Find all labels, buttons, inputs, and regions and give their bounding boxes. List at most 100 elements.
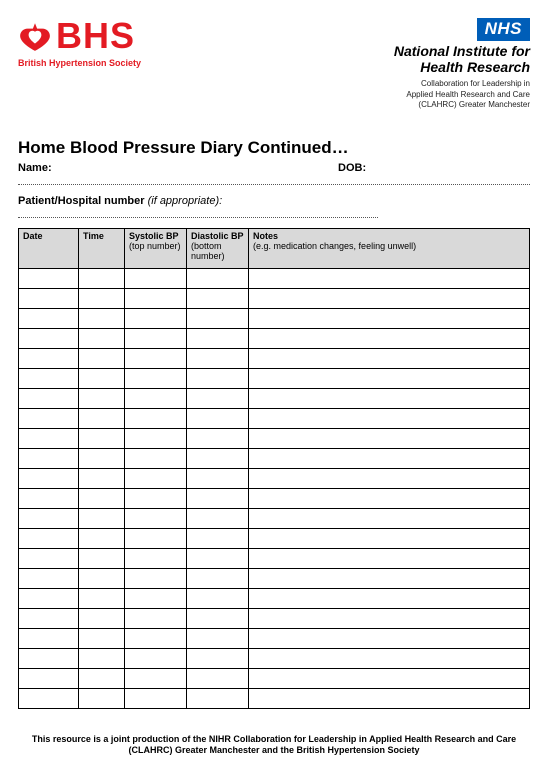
table-cell[interactable] <box>125 349 187 369</box>
table-cell[interactable] <box>187 449 249 469</box>
table-cell[interactable] <box>125 529 187 549</box>
table-cell[interactable] <box>79 609 125 629</box>
table-cell[interactable] <box>187 469 249 489</box>
table-cell[interactable] <box>19 589 79 609</box>
table-cell[interactable] <box>125 629 187 649</box>
table-cell[interactable] <box>79 389 125 409</box>
table-cell[interactable] <box>249 389 530 409</box>
table-cell[interactable] <box>187 289 249 309</box>
table-cell[interactable] <box>79 549 125 569</box>
table-cell[interactable] <box>79 349 125 369</box>
table-cell[interactable] <box>125 489 187 509</box>
table-cell[interactable] <box>79 489 125 509</box>
table-cell[interactable] <box>125 669 187 689</box>
table-cell[interactable] <box>249 269 530 289</box>
table-cell[interactable] <box>125 649 187 669</box>
table-cell[interactable] <box>19 329 79 349</box>
table-cell[interactable] <box>249 469 530 489</box>
table-cell[interactable] <box>187 589 249 609</box>
table-cell[interactable] <box>79 469 125 489</box>
table-cell[interactable] <box>249 409 530 429</box>
table-cell[interactable] <box>249 649 530 669</box>
table-cell[interactable] <box>249 429 530 449</box>
table-cell[interactable] <box>125 589 187 609</box>
table-cell[interactable] <box>19 609 79 629</box>
table-cell[interactable] <box>249 529 530 549</box>
table-cell[interactable] <box>125 369 187 389</box>
table-cell[interactable] <box>79 329 125 349</box>
table-cell[interactable] <box>187 609 249 629</box>
table-cell[interactable] <box>79 509 125 529</box>
table-cell[interactable] <box>19 509 79 529</box>
table-cell[interactable] <box>125 289 187 309</box>
table-cell[interactable] <box>249 369 530 389</box>
table-cell[interactable] <box>125 469 187 489</box>
table-cell[interactable] <box>19 309 79 329</box>
table-cell[interactable] <box>125 329 187 349</box>
table-cell[interactable] <box>249 329 530 349</box>
table-cell[interactable] <box>19 289 79 309</box>
table-cell[interactable] <box>19 469 79 489</box>
table-cell[interactable] <box>125 449 187 469</box>
table-cell[interactable] <box>79 429 125 449</box>
table-cell[interactable] <box>187 629 249 649</box>
table-cell[interactable] <box>187 529 249 549</box>
table-cell[interactable] <box>249 589 530 609</box>
table-cell[interactable] <box>187 669 249 689</box>
table-cell[interactable] <box>187 349 249 369</box>
table-cell[interactable] <box>125 269 187 289</box>
table-cell[interactable] <box>249 449 530 469</box>
table-cell[interactable] <box>19 429 79 449</box>
table-cell[interactable] <box>125 689 187 709</box>
table-cell[interactable] <box>19 409 79 429</box>
table-cell[interactable] <box>19 569 79 589</box>
table-cell[interactable] <box>79 369 125 389</box>
table-cell[interactable] <box>249 669 530 689</box>
table-cell[interactable] <box>79 269 125 289</box>
table-cell[interactable] <box>125 429 187 449</box>
table-cell[interactable] <box>79 449 125 469</box>
table-cell[interactable] <box>187 409 249 429</box>
table-cell[interactable] <box>187 389 249 409</box>
table-cell[interactable] <box>19 369 79 389</box>
table-cell[interactable] <box>79 589 125 609</box>
table-cell[interactable] <box>79 629 125 649</box>
table-cell[interactable] <box>79 669 125 689</box>
table-cell[interactable] <box>19 529 79 549</box>
table-cell[interactable] <box>79 409 125 429</box>
table-cell[interactable] <box>187 549 249 569</box>
table-cell[interactable] <box>79 289 125 309</box>
table-cell[interactable] <box>249 549 530 569</box>
table-cell[interactable] <box>249 689 530 709</box>
table-cell[interactable] <box>79 309 125 329</box>
table-cell[interactable] <box>19 349 79 369</box>
table-cell[interactable] <box>79 569 125 589</box>
table-cell[interactable] <box>19 649 79 669</box>
table-cell[interactable] <box>125 609 187 629</box>
table-cell[interactable] <box>187 429 249 449</box>
table-cell[interactable] <box>187 569 249 589</box>
table-cell[interactable] <box>249 569 530 589</box>
table-cell[interactable] <box>19 389 79 409</box>
table-cell[interactable] <box>187 309 249 329</box>
table-cell[interactable] <box>249 349 530 369</box>
table-cell[interactable] <box>187 329 249 349</box>
table-cell[interactable] <box>125 389 187 409</box>
table-cell[interactable] <box>125 549 187 569</box>
table-cell[interactable] <box>187 649 249 669</box>
table-cell[interactable] <box>249 509 530 529</box>
table-cell[interactable] <box>187 509 249 529</box>
table-cell[interactable] <box>19 689 79 709</box>
table-cell[interactable] <box>19 549 79 569</box>
table-cell[interactable] <box>19 449 79 469</box>
table-cell[interactable] <box>187 689 249 709</box>
table-cell[interactable] <box>249 489 530 509</box>
table-cell[interactable] <box>187 269 249 289</box>
table-cell[interactable] <box>79 689 125 709</box>
table-cell[interactable] <box>19 489 79 509</box>
table-cell[interactable] <box>19 669 79 689</box>
table-cell[interactable] <box>249 629 530 649</box>
table-cell[interactable] <box>187 489 249 509</box>
table-cell[interactable] <box>125 569 187 589</box>
table-cell[interactable] <box>125 409 187 429</box>
